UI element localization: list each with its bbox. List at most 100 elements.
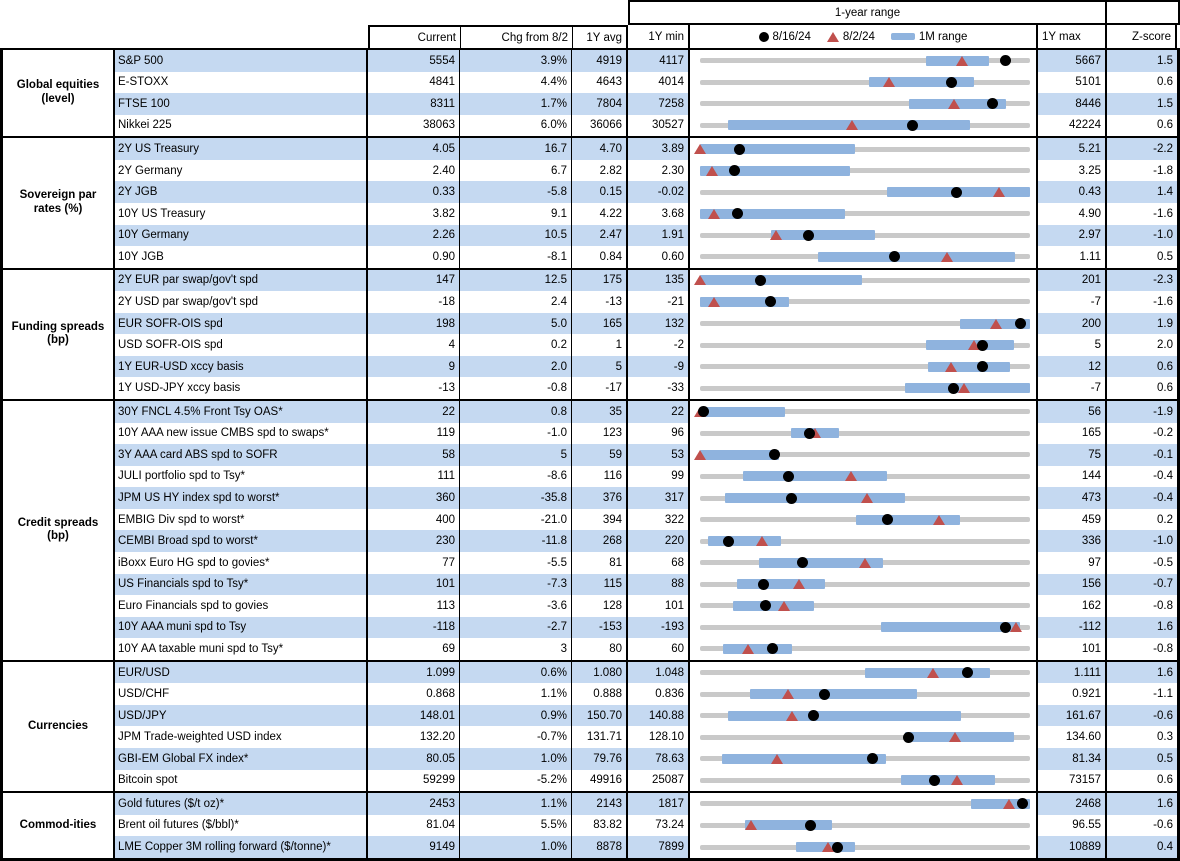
- 1y-max-value: 1.111: [1038, 661, 1107, 684]
- chg-value: 5.0: [460, 312, 572, 335]
- row-label: 2Y USD par swap/gov't spd: [115, 291, 368, 313]
- row-label: 1Y EUR-USD xccy basis: [115, 355, 368, 378]
- current-dot-marker: [961, 667, 973, 679]
- range-line: [700, 603, 1030, 609]
- range-chart: [690, 401, 1038, 423]
- section-sovereign-par-rates-: Sovereign par rates (%) 2Y US Treasury 4.0…: [3, 138, 1177, 270]
- 1y-avg-value: 35: [572, 401, 628, 423]
- 1y-max-value: -112: [1038, 616, 1107, 639]
- prior-date-triangle-marker: [967, 340, 980, 351]
- table-row: CEMBI Broad spd to worst* 230 -11.8 268 220 3…: [115, 530, 1177, 552]
- chg-value: 0.9%: [460, 704, 572, 727]
- z-score-value: 1.6: [1107, 793, 1177, 815]
- 1y-avg-value: 116: [572, 465, 628, 488]
- range-line: [700, 646, 1030, 652]
- z-score-value: -1.0: [1107, 224, 1177, 247]
- dot-marker-icon: [758, 31, 769, 42]
- range-track: [700, 574, 1030, 596]
- range-chart: [690, 508, 1038, 531]
- row-label: USD/CHF: [115, 683, 368, 705]
- 1y-avg-value: -17: [572, 377, 628, 399]
- table-row: 2Y JGB 0.33 -5.8 0.15 -0.02 0.43 1.4: [115, 181, 1177, 203]
- one-month-range-bar: [732, 600, 814, 611]
- 1y-min-value: 2.30: [628, 159, 690, 182]
- 1y-avg-value: 268: [572, 530, 628, 552]
- prior-date-triangle-marker: [756, 536, 769, 547]
- section-funding-spreads-bp-: Funding spreads (bp) 2Y EUR par swap/gov'…: [3, 269, 1177, 401]
- 1y-min-value: 128.10: [628, 726, 690, 748]
- current-dot-marker: [1014, 318, 1026, 330]
- row-label: JPM Trade-weighted USD index: [115, 726, 368, 748]
- range-track: [700, 246, 1030, 268]
- section-currencies: Currencies EUR/USD 1.099 0.6% 1.080 1.048 1.11…: [3, 661, 1177, 794]
- row-label: 2Y JGB: [115, 181, 368, 203]
- row-label: 30Y FNCL 4.5% Front Tsy OAS*: [115, 401, 368, 423]
- range-line: [700, 430, 1030, 436]
- range-track: [694, 444, 1030, 466]
- row-label: 10Y Germany: [115, 224, 368, 247]
- 1y-avg-value: -13: [572, 291, 628, 313]
- table-row: 2Y EUR par swap/gov't spd 147 12.5 175 135 20…: [115, 269, 1177, 292]
- range-chart: [690, 159, 1038, 182]
- range-line: [700, 624, 1030, 630]
- current-value: 59299: [368, 769, 460, 792]
- z-score-value: -1.8: [1153, 164, 1173, 177]
- triangle-marker-icon: [826, 31, 839, 42]
- row-label: GBI-EM Global FX index*: [115, 748, 368, 770]
- range-chart: [690, 181, 1038, 203]
- z-score-value: -1.0: [1107, 530, 1177, 552]
- chg-value: 16.7: [460, 138, 572, 160]
- 1y-avg-value: 0.888: [572, 683, 628, 705]
- chg-value: 0.8: [460, 401, 572, 423]
- current-dot-marker: [729, 165, 741, 177]
- current-value: 77: [368, 551, 460, 574]
- range-track: [700, 705, 1030, 727]
- table-row: EMBIG Div spd to worst* 400 -21.0 394 322 459…: [115, 508, 1177, 531]
- table-row: US Financials spd to Tsy* 101 -7.3 115 88 156…: [115, 573, 1177, 596]
- range-track: [700, 291, 1030, 313]
- range-track: [700, 793, 1030, 815]
- z-score-value: 0.4: [1107, 836, 1177, 858]
- z-score-value: -0.1: [1107, 444, 1177, 466]
- current-dot-marker: [782, 470, 794, 482]
- current-value: 80.05: [368, 748, 460, 770]
- range-line: [700, 101, 1030, 107]
- section-commod-ities: Commod-ities Gold futures ($/t oz)* 2453 1.…: [3, 793, 1177, 858]
- 1y-avg-value: 79.76: [572, 748, 628, 770]
- chg-value: 2.4: [460, 291, 572, 313]
- table-row: 10Y JGB 0.90 -8.1 0.84 0.60 1.11 0.5: [115, 246, 1177, 268]
- 1y-min-value: 220: [628, 530, 690, 552]
- 1y-avg-value: 4.70: [572, 138, 628, 160]
- one-month-range-bar: [700, 449, 780, 460]
- z-score-value: 1.9: [1107, 312, 1177, 335]
- one-month-range-bar: [856, 514, 960, 525]
- range-track: [700, 466, 1030, 488]
- 1y-max-value: 459: [1038, 508, 1107, 531]
- prior-date-triangle-marker: [951, 775, 964, 786]
- one-month-range-bar: [700, 208, 846, 219]
- row-label: FTSE 100: [115, 93, 368, 115]
- range-line: [700, 801, 1030, 807]
- 1y-max-value: 3.25: [1038, 159, 1107, 182]
- chg-value: -1.0: [460, 422, 572, 445]
- range-chart: [690, 93, 1038, 115]
- col-header-1y-min: 1Y min: [628, 25, 690, 48]
- table-row: USD/JPY 148.01 0.9% 150.70 140.88 161.67 -0.6: [115, 704, 1177, 727]
- table-row: GBI-EM Global FX index* 80.05 1.0% 79.76 78.…: [115, 748, 1177, 770]
- z-score-value: -1.6: [1153, 295, 1173, 308]
- 1y-max-value: 73157: [1038, 769, 1107, 792]
- range-track: [700, 815, 1030, 837]
- table-row: 3Y AAA card ABS spd to SOFR 58 5 59 53 75 -0.1: [115, 444, 1177, 466]
- one-month-range-bar: [736, 579, 825, 590]
- table-row: 2Y USD par swap/gov't spd -18 2.4 -13 -21 -7 -…: [115, 291, 1177, 313]
- table-row: iBoxx Euro HG spd to govies* 77 -5.5 81 68 97…: [115, 551, 1177, 574]
- chg-value: 3.9%: [460, 50, 572, 72]
- prior-date-triangle-marker: [792, 579, 805, 590]
- current-value: 360: [368, 487, 460, 509]
- prior-date-triangle-marker: [990, 318, 1002, 329]
- range-chart: [690, 312, 1038, 335]
- row-label: 2Y Germany: [115, 159, 368, 182]
- range-chart: [690, 595, 1038, 617]
- col-header-1y-max: 1Y max: [1038, 25, 1107, 48]
- chg-value: 3: [460, 638, 572, 660]
